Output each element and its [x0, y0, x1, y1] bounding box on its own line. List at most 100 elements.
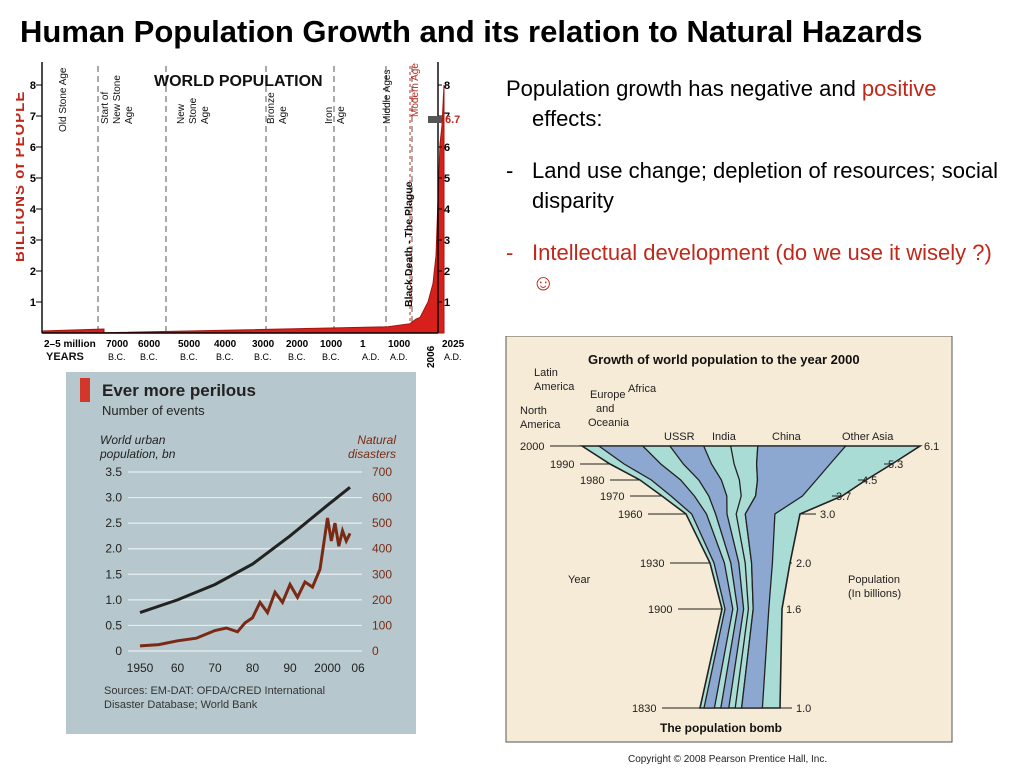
svg-text:6000: 6000: [138, 339, 161, 350]
svg-text:Age: Age: [200, 106, 211, 124]
row-pop: 1.0: [796, 703, 811, 715]
year-row: 2000 6.1: [520, 441, 939, 453]
year-row: 1980 4.5: [580, 475, 877, 487]
x-tick: 2025 A.D.: [442, 339, 464, 362]
right-tick: 500: [372, 516, 392, 530]
x-tick: 1000 B.C.: [320, 339, 343, 362]
region-band: [740, 445, 848, 709]
era-label: Bronze Age: [266, 92, 289, 124]
chart-title: WORLD POPULATION: [154, 73, 323, 90]
urban-population-line: [139, 486, 351, 615]
natural-disasters-line: [139, 517, 352, 648]
left-tick: 0: [115, 644, 122, 658]
svg-text:Other Asia: Other Asia: [842, 431, 894, 443]
region-band: [668, 445, 745, 709]
year-row: 1930 2.0: [640, 558, 811, 570]
x-tick: 6000 B.C.: [138, 339, 161, 362]
x-tick: 70: [208, 661, 222, 675]
svg-text:Latin: Latin: [534, 367, 558, 379]
x-tick: 2–5 million: [44, 339, 96, 350]
population-curve: [41, 84, 445, 334]
svg-text:Stone: Stone: [188, 97, 199, 124]
region-label: North America: [520, 405, 561, 431]
era-label: New Stone Age: [176, 97, 211, 124]
era-label: Middle Ages: [382, 70, 393, 124]
bullet-positive: - Intellectual development (do we use it …: [506, 240, 992, 295]
marker-value: 6.7: [445, 114, 460, 126]
right-axis-label-1: Natural: [357, 433, 396, 447]
x-ticks: 1950 60 70 80 90 2000 06: [127, 661, 365, 675]
row-pop: 3.0: [820, 509, 835, 521]
copyright: Copyright © 2008 Pearson Prentice Hall, …: [628, 754, 827, 765]
x-tick: 1950: [127, 661, 154, 675]
svg-text:1000: 1000: [320, 339, 343, 350]
row-year: 1900: [648, 604, 672, 616]
year-axis-label: Year: [568, 574, 591, 586]
region-band: [596, 445, 734, 709]
source-line-1: Sources: EM-DAT: OFDA/CRED International: [104, 685, 325, 697]
svg-text:B.C.: B.C.: [108, 352, 126, 362]
svg-text:1: 1: [360, 339, 366, 350]
svg-text:Age: Age: [278, 106, 289, 124]
svg-text:B.C.: B.C.: [322, 352, 340, 362]
svg-text:Europe: Europe: [590, 389, 625, 401]
svg-text:4000: 4000: [214, 339, 237, 350]
y-tick-left: 6: [30, 142, 36, 154]
svg-text:Oceania: Oceania: [588, 417, 630, 429]
year-row: 1900 1.6: [648, 604, 801, 616]
x-tick: 7000 B.C.: [106, 339, 129, 362]
region-label: Europe and Oceania: [588, 389, 630, 429]
y-tick-left: 4: [30, 204, 37, 216]
era-label: Modern Age: [410, 63, 421, 117]
svg-text:Africa: Africa: [628, 383, 657, 395]
funnel-shapes: [579, 445, 923, 709]
right-tick: 200: [372, 593, 392, 607]
years-label: YEARS: [46, 351, 84, 363]
left-tick: 3.0: [105, 491, 122, 505]
svg-text:Age: Age: [336, 106, 347, 124]
y-tick-right: 4: [444, 204, 451, 216]
svg-text:and: and: [596, 403, 614, 415]
year-row: 1990 5.3: [550, 459, 903, 471]
chart-subtitle: Number of events: [102, 403, 205, 418]
y-tick-left: 3: [30, 235, 36, 247]
row-year: 1990: [550, 459, 574, 471]
y-tick-right: 3: [444, 235, 450, 247]
bullet-lead: Population growth has negative and posit…: [506, 76, 937, 131]
y-tick-right: 2: [444, 266, 450, 278]
svg-text:North: North: [520, 405, 547, 417]
row-pop: 2.0: [796, 558, 811, 570]
svg-text:Black Death - The Plague: Black Death - The Plague: [403, 181, 415, 307]
svg-text:B.C.: B.C.: [288, 352, 306, 362]
era-label: Black Death - The Plague: [403, 181, 415, 307]
urban-disasters-chart: Ever more perilous Number of events Worl…: [66, 372, 416, 734]
x-tick: 2006: [426, 345, 437, 368]
row-pop: 4.5: [862, 475, 877, 487]
row-year: 1980: [580, 475, 604, 487]
region-label: India: [712, 431, 737, 443]
svg-text:Modern Age: Modern Age: [410, 63, 421, 117]
row-pop: 5.3: [888, 459, 903, 471]
svg-text:3000: 3000: [252, 339, 275, 350]
y-tick-right: 7: [444, 111, 450, 123]
region-label: USSR: [664, 431, 695, 443]
axis-ticks: 3.5 3.0 2.5 2.0 1.5 1.0 0.5 0 700 600 500 400 300 200…: [105, 465, 392, 658]
x-tick: 1000 A.D.: [388, 339, 411, 362]
world-population-chart: BILLIONS of PEOPLE WORLD POPULATION 8 8 7 7…: [16, 62, 464, 370]
svg-text:A.D.: A.D.: [390, 352, 408, 362]
region-label: China: [772, 431, 802, 443]
pop-axis-label-2: (In billions): [848, 588, 901, 600]
svg-text:Middle Ages: Middle Ages: [382, 70, 393, 124]
svg-text:5000: 5000: [178, 339, 201, 350]
right-tick: 700: [372, 465, 392, 479]
x-tick: 1 A.D.: [360, 339, 380, 362]
slide-title: Human Population Growth and its relation…: [20, 14, 923, 49]
era-labels: Old Stone Age Start of New Stone Age New Ston…: [58, 63, 421, 307]
svg-text:1000: 1000: [388, 339, 411, 350]
y-tick-left: 7: [30, 111, 36, 123]
row-year: 1930: [640, 558, 664, 570]
source-line-2: Disaster Database; World Bank: [104, 699, 258, 711]
left-tick: 2.5: [105, 516, 122, 530]
red-flag: [80, 378, 90, 402]
